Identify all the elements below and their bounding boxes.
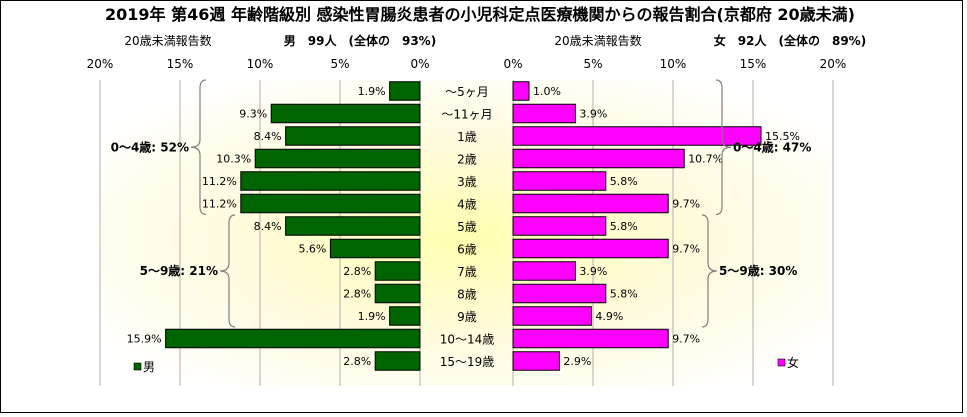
male-value-label: 2.8% (343, 288, 371, 301)
female-bar (512, 81, 530, 101)
female-bar (512, 306, 592, 326)
female-bar (512, 261, 576, 281)
category-label: 5歳 (457, 220, 477, 234)
female-value-label: 5.8% (610, 288, 638, 301)
female-legend-label: 女 (787, 355, 799, 370)
female-value-label: 5.8% (610, 220, 638, 233)
female-bar (512, 238, 669, 259)
male-group-bracket (219, 214, 236, 328)
category-label: 8歳 (457, 288, 477, 302)
male-bar (389, 81, 421, 101)
female-value-label: 3.9% (579, 265, 607, 278)
female-value-label: 3.9% (579, 108, 607, 121)
female-tick-label: 15% (740, 57, 767, 71)
female-group-bracket (701, 214, 718, 328)
male-group-bracket-label: 5～9歳: 21% (140, 263, 218, 278)
male-value-label: 2.8% (343, 355, 371, 368)
female-value-label: 1.0% (533, 85, 561, 98)
male-value-label: 8.4% (254, 220, 282, 233)
category-label: 2歳 (457, 153, 477, 167)
female-tick-label: 0% (503, 57, 522, 71)
female-value-label: 5.8% (610, 175, 638, 188)
female-value-label: 9.7% (672, 243, 700, 256)
female-bar (512, 216, 607, 236)
female-value-label: 4.9% (595, 310, 623, 323)
female-bar (512, 351, 560, 371)
female-group-bracket-label: 0～4歳: 47% (733, 139, 811, 154)
male-bar (285, 216, 421, 236)
male-value-label: 11.2% (202, 198, 237, 211)
male-bar (240, 171, 421, 191)
female-bar (512, 126, 762, 146)
female-bar (512, 171, 607, 191)
female-bar (512, 193, 669, 214)
plot-area: 0%5%10%15%20%1.9%9.3%8.4%10.3%11.2%11.2%… (87, 57, 847, 386)
male-bar (254, 148, 421, 169)
male-value-label: 1.9% (358, 85, 386, 98)
male-bar (270, 103, 421, 124)
male-tick-label: 5% (330, 57, 349, 71)
category-label: 15～19歳 (440, 355, 495, 369)
female-group-bracket (715, 79, 732, 216)
male-bar (240, 193, 421, 214)
male-legend-swatch (133, 362, 142, 371)
male-bar (374, 261, 421, 281)
category-label: 7歳 (457, 265, 477, 279)
male-value-label: 2.8% (343, 265, 371, 278)
female-group-bracket-label: 5～9歳: 30% (719, 263, 797, 278)
male-header-label: 20歳未満報告数 (124, 33, 211, 48)
category-label: ～5ヶ月 (445, 85, 489, 99)
male-legend-label: 男 (143, 360, 155, 374)
male-bar (285, 126, 421, 146)
male-value-label: 11.2% (202, 175, 237, 188)
male-tick-label: 15% (167, 57, 194, 71)
male-tick-label: 10% (247, 57, 274, 71)
category-label: 10～14歳 (440, 333, 495, 347)
male-group-bracket-label: 0～4歳: 52% (111, 139, 189, 154)
female-value-label: 15.5% (765, 130, 800, 143)
chart-title: 2019年 第46週 年齢階級別 感染性胃腸炎患者の小児科定点医療機関からの報告… (105, 5, 855, 24)
female-tick-label: 20% (820, 57, 847, 71)
category-label: ～11ヶ月 (441, 108, 492, 122)
female-bar (512, 328, 669, 349)
category-label: 1歳 (457, 130, 477, 144)
male-group-bracket (190, 79, 207, 216)
female-value-label: 9.7% (672, 333, 700, 346)
female-legend-swatch (777, 358, 786, 367)
female-value-label: 2.9% (563, 355, 591, 368)
male-value-label: 9.3% (239, 108, 267, 121)
male-bar (374, 283, 421, 304)
category-label: 4歳 (457, 198, 477, 212)
female-header-total: 女 92人 (全体の 89%) (714, 33, 866, 48)
female-tick-label: 5% (583, 57, 602, 71)
male-tick-label: 0% (410, 57, 429, 71)
male-bar (389, 306, 421, 326)
female-tick-label: 10% (660, 57, 687, 71)
male-header-total: 男 99人 (全体の 93%) (284, 33, 436, 48)
male-tick-label: 20% (87, 57, 114, 71)
category-label: 3歳 (457, 175, 477, 189)
female-bar (512, 103, 576, 124)
female-value-label: 9.7% (672, 198, 700, 211)
male-value-label: 5.6% (298, 243, 326, 256)
female-value-label: 10.7% (688, 153, 723, 166)
category-label: 9歳 (457, 310, 477, 324)
male-bar (329, 238, 421, 259)
male-bar (165, 328, 421, 349)
male-value-label: 1.9% (358, 310, 386, 323)
female-header-label: 20歳未満報告数 (554, 33, 641, 48)
male-bar (374, 351, 421, 371)
male-value-label: 8.4% (254, 130, 282, 143)
female-bar (512, 148, 685, 169)
male-value-label: 10.3% (216, 153, 251, 166)
male-value-label: 15.9% (127, 333, 162, 346)
category-label: 6歳 (457, 243, 477, 257)
female-bar (512, 283, 607, 304)
